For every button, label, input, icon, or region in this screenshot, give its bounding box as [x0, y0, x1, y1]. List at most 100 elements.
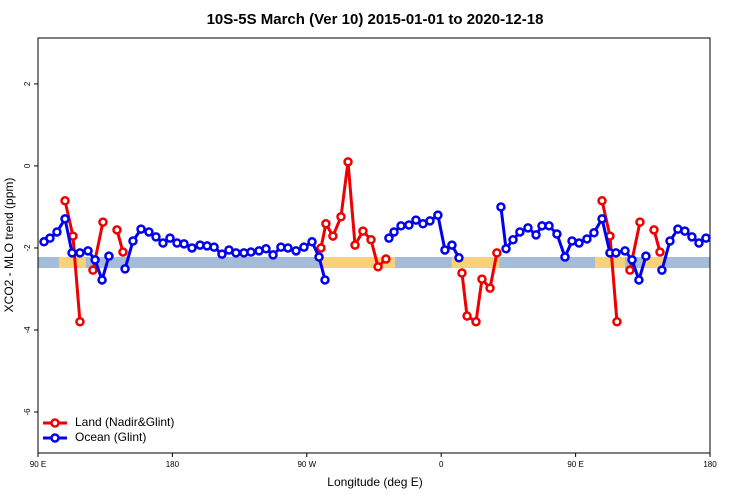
data-point [60, 214, 70, 224]
data-point [261, 244, 271, 254]
data-point [560, 252, 570, 262]
x-axis-label: Longitude (deg E) [327, 475, 422, 489]
data-point [83, 246, 93, 256]
data-point [187, 243, 197, 253]
data-point [634, 275, 644, 285]
data-point [582, 234, 592, 244]
data-point [612, 317, 622, 327]
data-point [283, 243, 293, 253]
x-tick-label: 0 [439, 460, 444, 469]
data-point [655, 247, 665, 257]
data-point [299, 242, 309, 252]
data-point [358, 226, 368, 236]
data-point [136, 224, 146, 234]
data-point [151, 232, 161, 242]
data-point [471, 317, 481, 327]
y-axis-label: XCO2 - MLO trend (ppm) [2, 178, 16, 313]
data-point [209, 242, 219, 252]
data-point [597, 214, 607, 224]
data-point [552, 229, 562, 239]
data-point [508, 235, 518, 245]
data-point [701, 233, 711, 243]
data-point [515, 227, 525, 237]
x-tick-label: 90 E [567, 460, 583, 469]
data-point [384, 233, 394, 243]
data-point [45, 233, 55, 243]
data-point [120, 264, 130, 274]
data-point [501, 244, 511, 254]
legend-label: Land (Nadir&Glint) [75, 415, 174, 429]
data-point [485, 283, 495, 293]
y-tick-label: -4 [23, 326, 32, 334]
land-highlight [58, 256, 86, 269]
data-point [381, 254, 391, 264]
data-point [179, 239, 189, 249]
data-point [320, 275, 330, 285]
data-point [597, 196, 607, 206]
data-point [620, 246, 630, 256]
data-point [314, 252, 324, 262]
data-point [625, 265, 635, 275]
data-point [492, 248, 502, 258]
data-point [496, 202, 506, 212]
data-point [118, 247, 128, 257]
data-point [67, 248, 77, 258]
data-point [217, 249, 227, 259]
data-point [60, 196, 70, 206]
data-point [158, 238, 168, 248]
data-point [523, 223, 533, 233]
y-tick-label: -2 [23, 244, 32, 252]
data-point [440, 245, 450, 255]
legend-label: Ocean (Glint) [75, 430, 146, 444]
data-point [75, 248, 85, 258]
data-point [75, 317, 85, 327]
data-point [433, 210, 443, 220]
data-point [687, 232, 697, 242]
data-point [574, 238, 584, 248]
data-point [268, 250, 278, 260]
data-point [589, 228, 599, 238]
data-point [336, 212, 346, 222]
data-point [454, 253, 464, 263]
data-point [316, 243, 326, 253]
data-point [343, 157, 353, 167]
data-point [52, 227, 62, 237]
data-point [350, 240, 360, 250]
data-point [128, 236, 138, 246]
data-point [404, 220, 414, 230]
data-point [231, 248, 241, 258]
data-point [544, 221, 554, 231]
data-point [307, 237, 317, 247]
data-point [411, 215, 421, 225]
data-point [635, 217, 645, 227]
data-point [531, 230, 541, 240]
data-point [389, 227, 399, 237]
data-point [97, 275, 107, 285]
y-tick-label: -6 [23, 408, 32, 416]
data-point [321, 219, 331, 229]
data-point [641, 251, 651, 261]
legend-marker [50, 418, 60, 428]
data-point [246, 247, 256, 257]
data-point [425, 216, 435, 226]
legend-marker [50, 433, 60, 443]
data-point [366, 235, 376, 245]
data-point [291, 246, 301, 256]
x-tick-label: 90 W [297, 460, 316, 469]
data-point [462, 311, 472, 321]
data-point [165, 233, 175, 243]
x-tick-label: 180 [166, 460, 180, 469]
data-point [665, 236, 675, 246]
data-point [457, 268, 467, 278]
land-highlight [320, 256, 395, 269]
land-highlight [451, 256, 500, 269]
data-point [694, 238, 704, 248]
y-tick-label: 2 [23, 81, 32, 86]
data-point [611, 248, 621, 258]
plot-frame [37, 37, 711, 454]
data-point [88, 265, 98, 275]
data-point [657, 265, 667, 275]
data-point [144, 227, 154, 237]
data-point [477, 274, 487, 284]
